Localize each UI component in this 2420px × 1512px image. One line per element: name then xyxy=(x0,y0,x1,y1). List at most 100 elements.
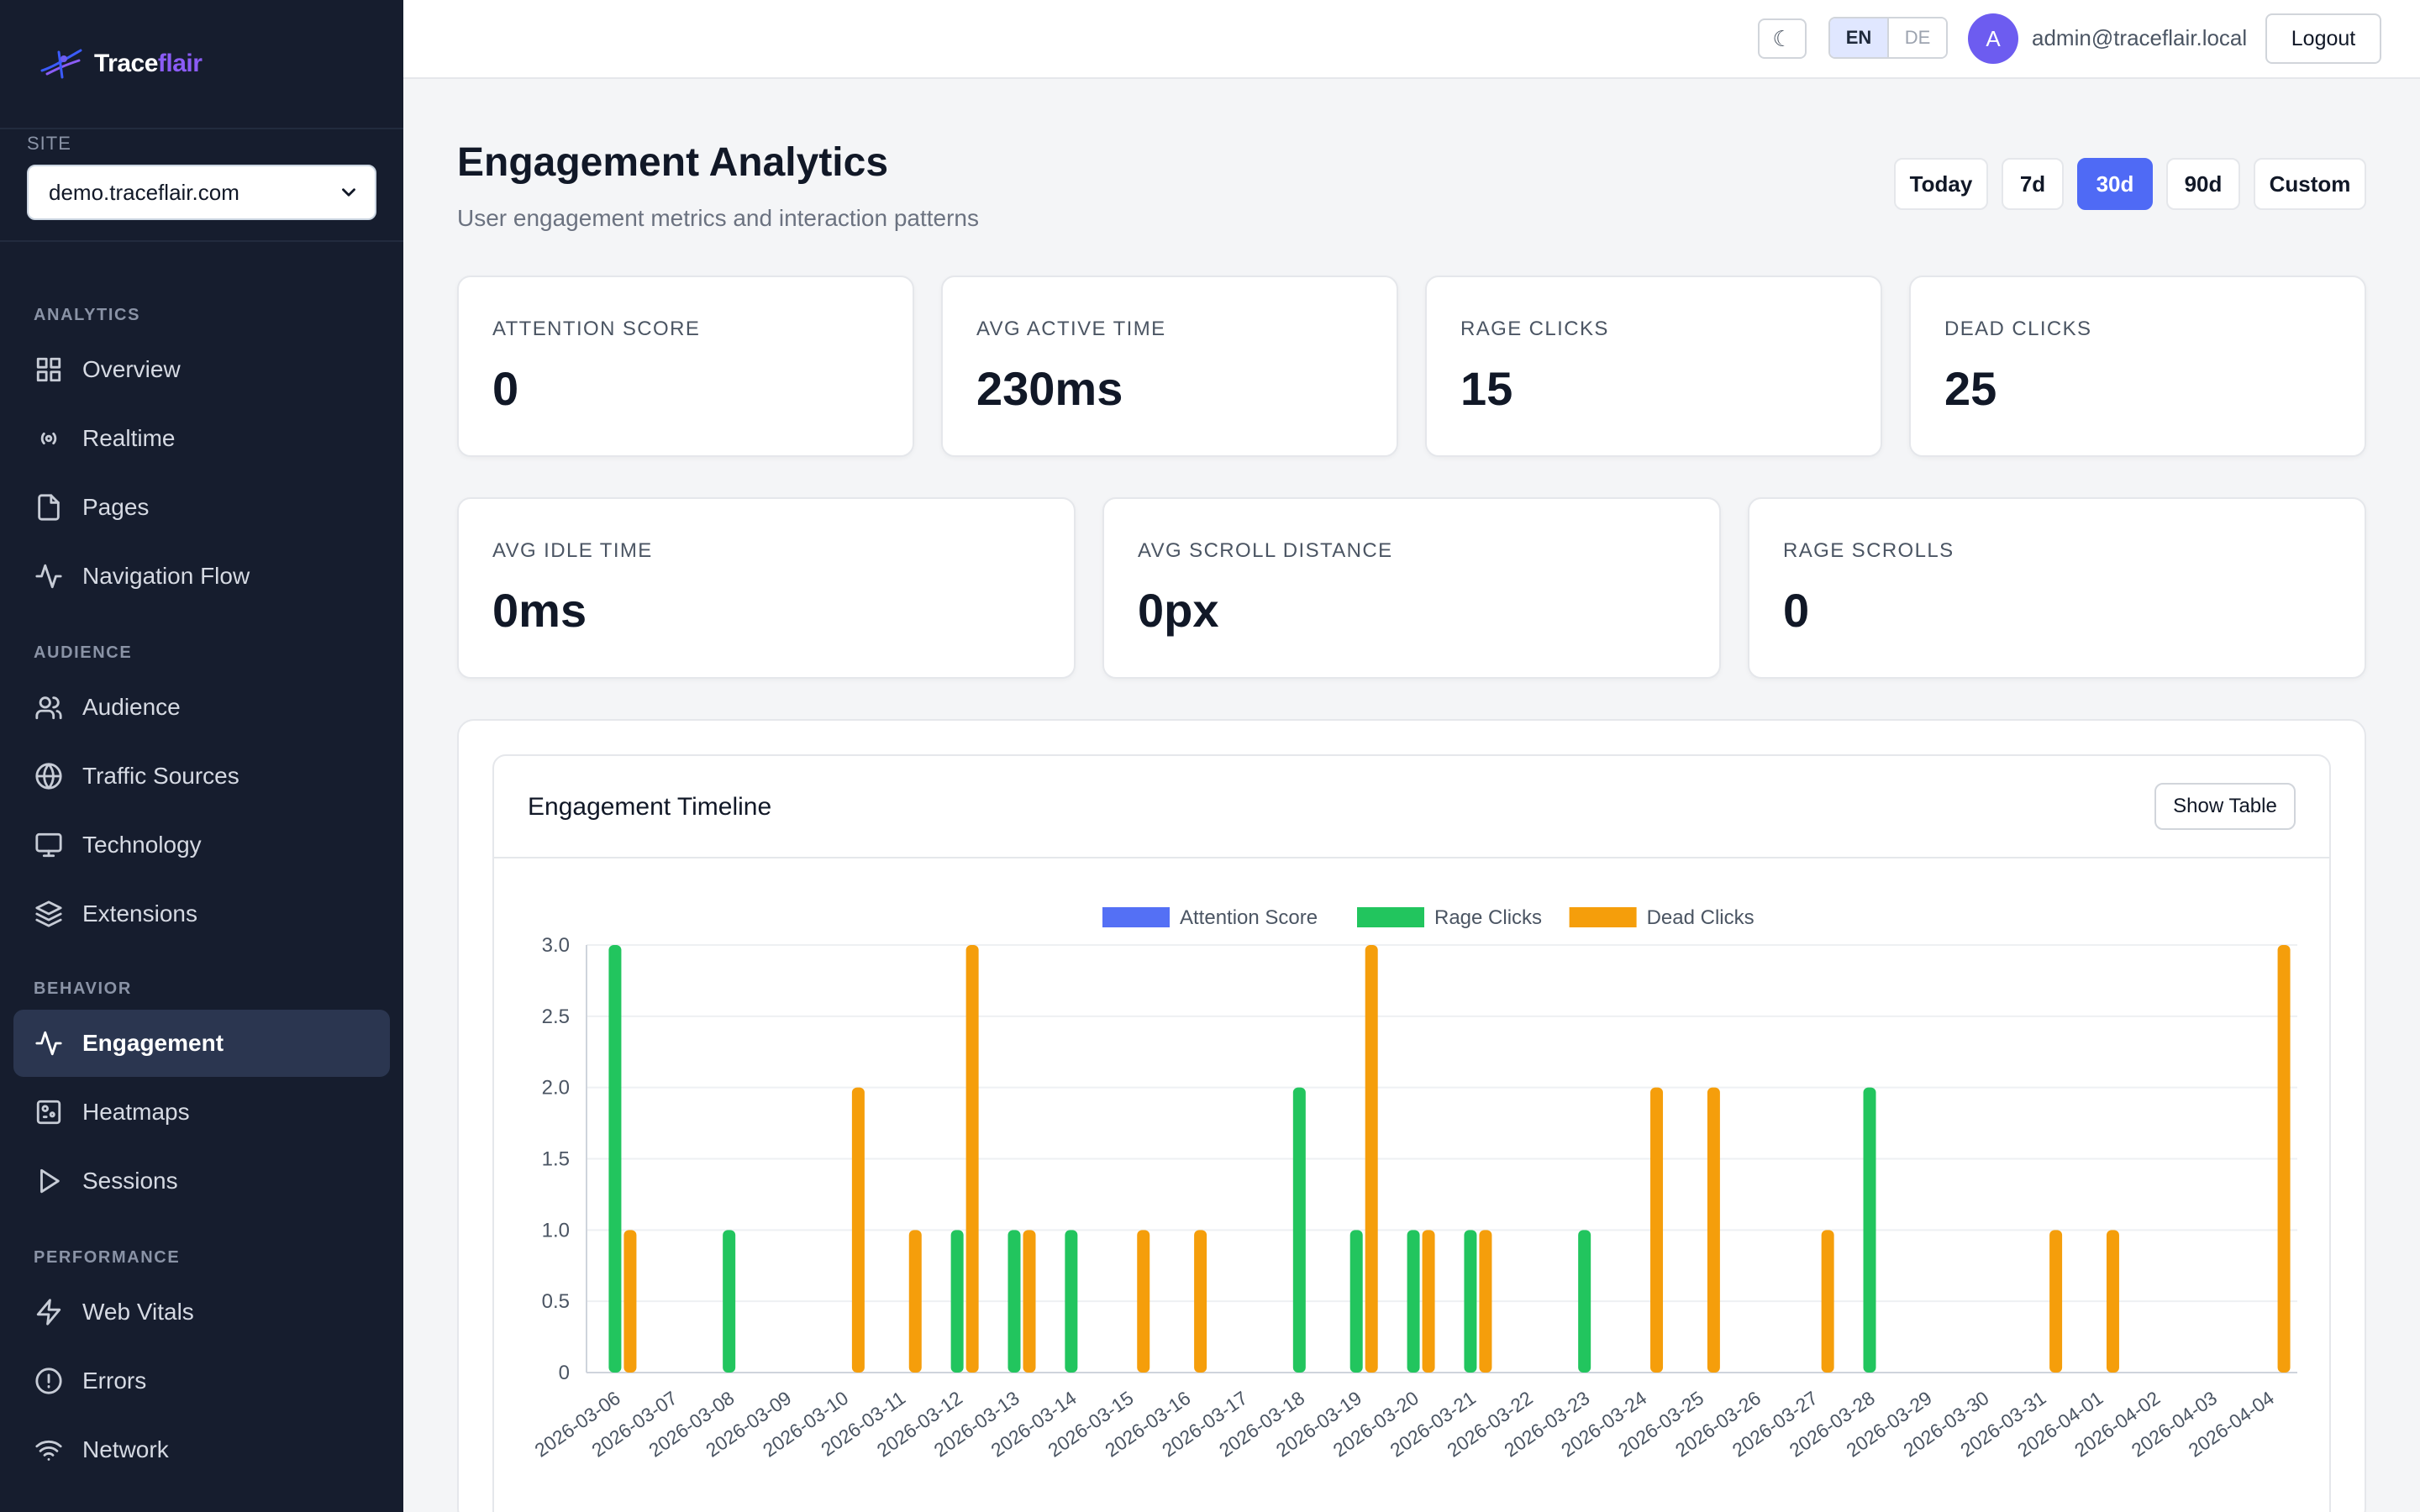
lang-de-button[interactable]: DE xyxy=(1889,18,1946,57)
bar xyxy=(1407,1230,1420,1373)
stat-card-rage-clicks: RAGE CLICKS 15 xyxy=(1425,276,1882,457)
logo-icon xyxy=(40,49,82,79)
users-icon xyxy=(34,692,64,722)
sidebar-divider xyxy=(0,240,403,242)
chart-title: Engagement Timeline xyxy=(528,793,772,821)
sidebar-item-technology[interactable]: Technology xyxy=(13,811,390,879)
bar xyxy=(1422,1230,1435,1373)
section-label-behavior: BEHAVIOR xyxy=(34,979,132,998)
bar xyxy=(950,1230,964,1373)
sidebar-item-pages[interactable]: Pages xyxy=(13,474,390,541)
sidebar-item-extensions[interactable]: Extensions xyxy=(13,880,390,948)
stat-card-rage-scrolls: RAGE SCROLLS 0 xyxy=(1748,497,2366,679)
stat-label: AVG SCROLL DISTANCE xyxy=(1138,539,1393,562)
sidebar-item-label: Extensions xyxy=(82,900,197,927)
stat-card-dead-clicks: DEAD CLICKS 25 xyxy=(1909,276,2366,457)
sidebar-item-web-vitals[interactable]: Web Vitals xyxy=(13,1278,390,1346)
stat-label: AVG ACTIVE TIME xyxy=(976,318,1166,340)
stat-value: 0 xyxy=(492,362,519,415)
y-tick-label: 0 xyxy=(559,1362,570,1384)
sidebar-item-label: Pages xyxy=(82,494,150,520)
sidebar-item-errors[interactable]: Errors xyxy=(13,1347,390,1415)
stat-value: 0ms xyxy=(492,584,587,637)
bar xyxy=(1707,1087,1720,1373)
logout-button[interactable]: Logout xyxy=(2265,13,2381,64)
stat-label: RAGE SCROLLS xyxy=(1783,539,1954,562)
play-icon xyxy=(34,1166,64,1196)
y-tick-label: 2.5 xyxy=(542,1005,570,1028)
stat-label: RAGE CLICKS xyxy=(1460,318,1609,340)
broadcast-icon xyxy=(34,423,64,454)
stat-value: 25 xyxy=(1944,362,1997,415)
bar xyxy=(851,1087,865,1373)
sidebar-item-label: Audience xyxy=(82,694,181,720)
sidebar-item-label: Navigation Flow xyxy=(82,563,250,589)
stat-label: ATTENTION SCORE xyxy=(492,318,701,340)
sidebar-item-audience[interactable]: Audience xyxy=(13,674,390,741)
y-tick-label: 3.0 xyxy=(542,934,570,957)
sidebar-item-label: Web Vitals xyxy=(82,1299,194,1325)
stat-label: AVG IDLE TIME xyxy=(492,539,653,562)
section-label-performance: PERFORMANCE xyxy=(34,1248,181,1267)
sidebar-item-label: Traffic Sources xyxy=(82,763,239,789)
theme-toggle-button[interactable]: ☾ xyxy=(1758,18,1807,59)
sidebar-item-realtime[interactable]: Realtime xyxy=(13,405,390,472)
bar xyxy=(1023,1230,1036,1373)
sidebar-item-label: Network xyxy=(82,1436,169,1462)
brand-name: Traceflair xyxy=(94,50,203,77)
sidebar-item-heatmaps[interactable]: Heatmaps xyxy=(13,1079,390,1146)
chart-header: Engagement Timeline Show Table xyxy=(494,756,2329,858)
bar xyxy=(1007,1230,1021,1373)
activity-icon xyxy=(34,561,64,591)
y-tick-label: 1.0 xyxy=(542,1219,570,1242)
avatar[interactable]: A xyxy=(1968,13,2018,64)
range-custom-button[interactable]: Custom xyxy=(2254,158,2366,210)
sidebar-item-overview[interactable]: Overview xyxy=(13,336,390,403)
range-today-button[interactable]: Today xyxy=(1894,158,1988,210)
sidebar-item-label: Realtime xyxy=(82,425,176,451)
range-7d-button[interactable]: 7d xyxy=(2002,158,2064,210)
activity-icon xyxy=(34,1028,64,1058)
bar xyxy=(1194,1230,1207,1373)
sidebar-item-traffic-sources[interactable]: Traffic Sources xyxy=(13,743,390,810)
lang-en-button[interactable]: EN xyxy=(1830,18,1889,57)
bar xyxy=(2277,945,2291,1373)
show-table-button[interactable]: Show Table xyxy=(2154,783,2296,830)
sidebar-item-label: Overview xyxy=(82,356,181,382)
section-label-analytics: ANALYTICS xyxy=(34,306,141,324)
bar xyxy=(1365,945,1378,1373)
sidebar-item-navigation-flow[interactable]: Navigation Flow xyxy=(13,543,390,610)
bar xyxy=(723,1230,736,1373)
site-select[interactable]: demo.traceflair.com xyxy=(27,165,376,220)
range-30d-button[interactable]: 30d xyxy=(2077,158,2153,210)
sidebar-item-label: Sessions xyxy=(82,1168,178,1194)
grid-icon xyxy=(34,354,64,385)
section-label-audience: AUDIENCE xyxy=(34,643,133,662)
bar xyxy=(2106,1230,2119,1373)
legend-swatch xyxy=(1569,907,1637,927)
brand-logo[interactable]: Traceflair xyxy=(39,44,203,84)
sidebar-item-network[interactable]: Network xyxy=(13,1416,390,1483)
sidebar-item-label: Heatmaps xyxy=(82,1099,190,1125)
alert-circle-icon xyxy=(34,1366,64,1396)
file-icon xyxy=(34,492,64,522)
stat-value: 15 xyxy=(1460,362,1513,415)
site-label: SITE xyxy=(27,133,71,154)
legend-label: Dead Clicks xyxy=(1647,906,1754,929)
y-tick-label: 0.5 xyxy=(542,1290,570,1313)
sidebar-item-sessions[interactable]: Sessions xyxy=(13,1147,390,1215)
bar xyxy=(1065,1230,1078,1373)
range-90d-button[interactable]: 90d xyxy=(2166,158,2240,210)
sidebar-item-label: Technology xyxy=(82,832,202,858)
sidebar-item-engagement[interactable]: Engagement xyxy=(13,1010,390,1077)
stat-value: 0 xyxy=(1783,584,1810,637)
bar xyxy=(623,1230,637,1373)
legend-label: Attention Score xyxy=(1180,906,1318,929)
bar xyxy=(908,1230,922,1373)
bar xyxy=(1349,1230,1363,1373)
globe-icon xyxy=(34,761,64,791)
user-email: admin@traceflair.local xyxy=(2032,25,2248,50)
chevron-down-icon xyxy=(342,188,355,197)
monitor-icon xyxy=(34,830,64,860)
heatmap-icon xyxy=(34,1097,64,1127)
